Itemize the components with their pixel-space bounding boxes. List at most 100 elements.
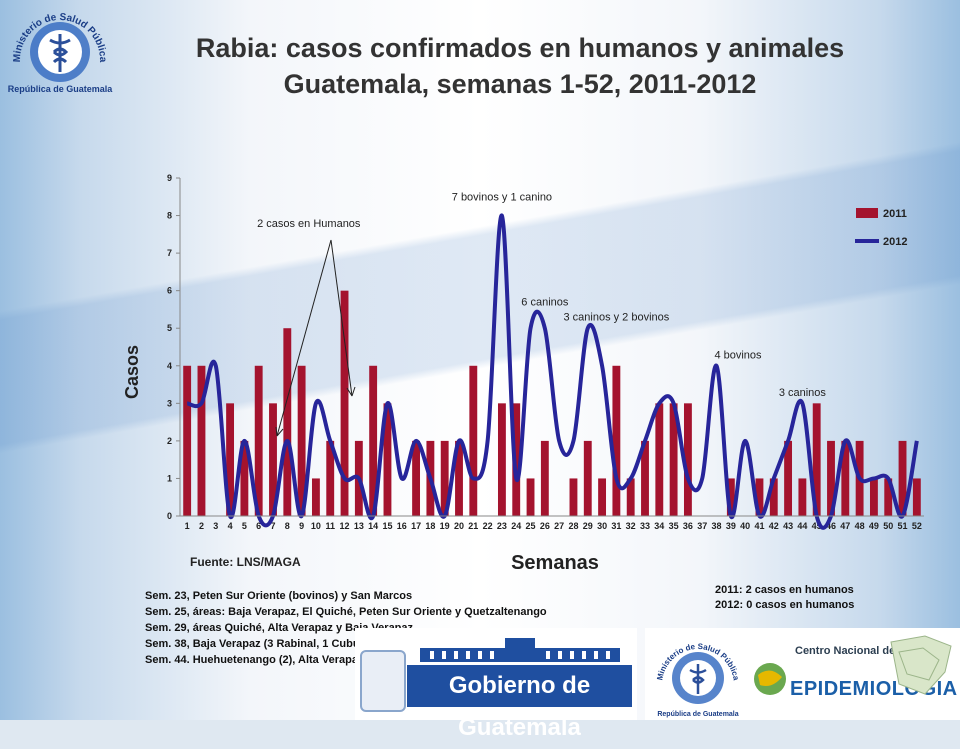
x-tick-label: 2 xyxy=(199,521,204,531)
y-tick-label: 4 xyxy=(167,361,172,371)
x-tick-label: 28 xyxy=(568,521,578,531)
legend-label-2012: 2012 xyxy=(883,236,907,248)
x-tick-label: 32 xyxy=(626,521,636,531)
x-tick-label: 36 xyxy=(683,521,693,531)
x-tick-label: 23 xyxy=(497,521,507,531)
x-tick-label: 33 xyxy=(640,521,650,531)
note-line: Sem. 23, Peten Sur Oriente (bovinos) y S… xyxy=(145,588,547,604)
y-tick-label: 9 xyxy=(167,173,172,183)
bar-2011-week-31 xyxy=(612,366,620,516)
x-tick-label: 22 xyxy=(483,521,493,531)
x-tick-label: 50 xyxy=(883,521,893,531)
note-line: Sem. 25, áreas: Baja Verapaz, El Quiché,… xyxy=(145,604,547,620)
y-axis-label: Casos xyxy=(122,345,142,399)
map-icon xyxy=(885,632,957,702)
x-tick-label: 9 xyxy=(299,521,304,531)
x-tick-label: 44 xyxy=(797,521,807,531)
y-tick-label: 1 xyxy=(167,473,172,483)
x-tick-label: 8 xyxy=(285,521,290,531)
bar-2011-week-1 xyxy=(183,366,191,516)
x-tick-label: 20 xyxy=(454,521,464,531)
x-tick-label: 26 xyxy=(540,521,550,531)
summary-block: 2011: 2 casos en humanos 2012: 0 casos e… xyxy=(715,583,854,613)
summary-line: 2011: 2 casos en humanos xyxy=(715,583,854,598)
bar-2011-week-26 xyxy=(541,441,549,516)
x-tick-label: 51 xyxy=(898,521,908,531)
y-tick-label: 0 xyxy=(167,511,172,521)
x-tick-label: 49 xyxy=(869,521,879,531)
small-logo-text-bottom: República de Guatemala xyxy=(657,711,738,718)
bar-2011-week-28 xyxy=(570,478,578,516)
x-tick-label: 27 xyxy=(554,521,564,531)
coat-of-arms-icon xyxy=(360,650,406,712)
ministry-logo-small: Ministerio de Salud Pública República de… xyxy=(650,630,745,720)
x-tick-label: 15 xyxy=(382,521,392,531)
bar-2011-week-21 xyxy=(469,366,477,516)
x-tick-label: 30 xyxy=(597,521,607,531)
legend-swatch-2011 xyxy=(856,208,878,218)
bar-2011-week-44 xyxy=(798,478,806,516)
chart-annotation: 3 caninos xyxy=(779,387,827,399)
x-tick-label: 42 xyxy=(769,521,779,531)
chart-annotation: 4 bovinos xyxy=(714,349,762,361)
y-tick-label: 5 xyxy=(167,323,172,333)
x-tick-label: 29 xyxy=(583,521,593,531)
bar-2011-week-10 xyxy=(312,478,320,516)
x-axis-label: Semanas xyxy=(511,552,599,574)
x-tick-label: 16 xyxy=(397,521,407,531)
gobierno-label-box: Gobierno de Guatemala xyxy=(407,665,632,707)
bar-2011-week-34 xyxy=(655,403,663,516)
chart-annotation: 2 casos en Humanos xyxy=(257,218,361,230)
bar-2011-week-23 xyxy=(498,403,506,516)
bar-2011-week-25 xyxy=(527,478,535,516)
y-tick-label: 7 xyxy=(167,248,172,258)
bar-2011-week-30 xyxy=(598,478,606,516)
y-tick-label: 8 xyxy=(167,211,172,221)
palace-icon xyxy=(410,636,630,664)
x-tick-label: 38 xyxy=(712,521,722,531)
x-tick-label: 1 xyxy=(185,521,190,531)
y-tick-label: 2 xyxy=(167,436,172,446)
x-tick-label: 19 xyxy=(440,521,450,531)
bar-2011-week-49 xyxy=(870,478,878,516)
x-tick-label: 4 xyxy=(228,521,233,531)
x-tick-label: 5 xyxy=(242,521,247,531)
chart-annotation: 6 caninos xyxy=(521,297,569,309)
x-tick-label: 11 xyxy=(325,521,335,531)
x-tick-label: 25 xyxy=(526,521,536,531)
summary-line: 2012: 0 casos en humanos xyxy=(715,598,854,613)
legend-label-2011: 2011 xyxy=(883,208,907,220)
x-tick-label: 41 xyxy=(754,521,764,531)
x-tick-label: 35 xyxy=(669,521,679,531)
legend: 2011 2012 xyxy=(855,208,907,248)
x-tick-label: 17 xyxy=(411,521,421,531)
y-tick-label: 3 xyxy=(167,398,172,408)
x-tick-label: 31 xyxy=(611,521,621,531)
series-2012-line xyxy=(187,215,917,527)
x-tick-label: 48 xyxy=(855,521,865,531)
y-tick-label: 6 xyxy=(167,286,172,296)
x-tick-label: 37 xyxy=(697,521,707,531)
x-tick-label: 34 xyxy=(654,521,664,531)
x-tick-label: 12 xyxy=(340,521,350,531)
source-label: Fuente: LNS/MAGA xyxy=(190,555,301,569)
chart-annotation: 3 caninos y 2 bovinos xyxy=(563,312,669,324)
x-tick-label: 14 xyxy=(368,521,378,531)
x-tick-label: 10 xyxy=(311,521,321,531)
x-tick-label: 18 xyxy=(425,521,435,531)
globe-icon xyxy=(750,655,790,700)
bar-2011-week-29 xyxy=(584,441,592,516)
x-tick-label: 3 xyxy=(213,521,218,531)
x-tick-label: 39 xyxy=(726,521,736,531)
cne-label: Centro Nacional de xyxy=(795,645,895,657)
bar-2011-week-12 xyxy=(341,291,349,516)
chart-annotation: 7 bovinos y 1 canino xyxy=(452,192,552,204)
x-tick-label: 43 xyxy=(783,521,793,531)
x-tick-label: 24 xyxy=(511,521,521,531)
x-tick-label: 21 xyxy=(468,521,478,531)
x-tick-label: 52 xyxy=(912,521,922,531)
x-tick-label: 40 xyxy=(740,521,750,531)
x-tick-label: 13 xyxy=(354,521,364,531)
bar-2011-week-8 xyxy=(283,328,291,516)
x-tick-label: 47 xyxy=(840,521,850,531)
